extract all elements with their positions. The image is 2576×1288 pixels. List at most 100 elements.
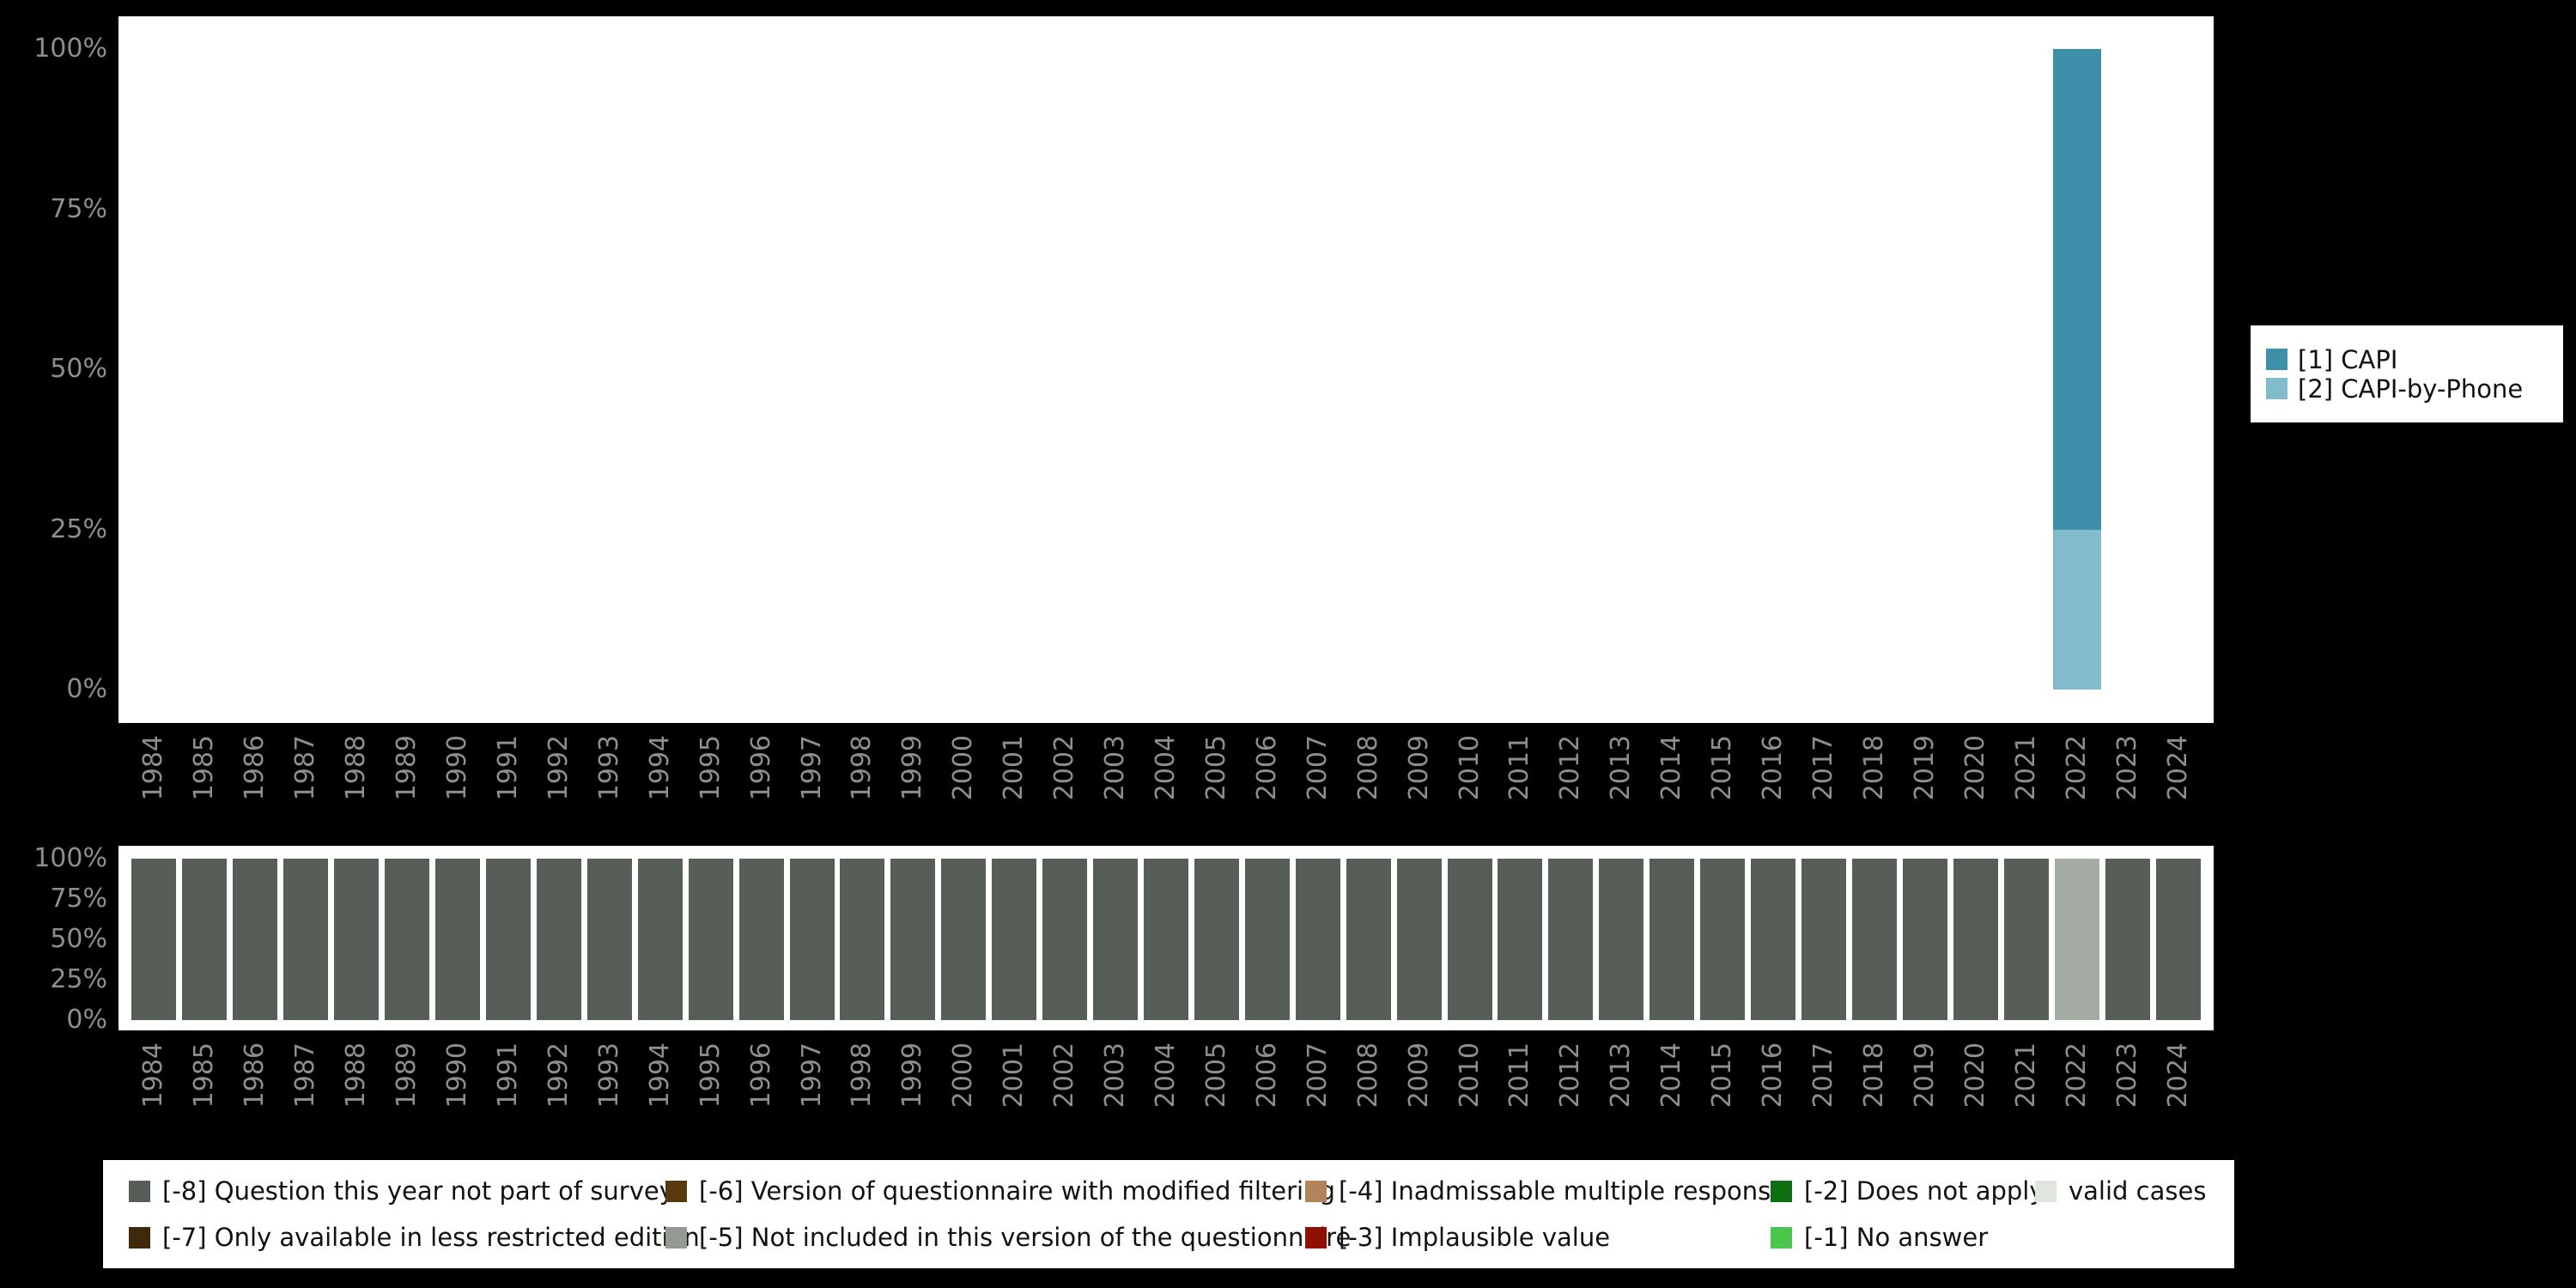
x-tick-2018-bottom: 2018 bbox=[1858, 1042, 1889, 1109]
x-tick-2007-top: 2007 bbox=[1302, 735, 1333, 801]
bar-2009-series0-bottom bbox=[1396, 859, 1442, 1020]
legend-swatch-icon bbox=[1771, 1180, 1792, 1202]
x-tick-1992-top: 1992 bbox=[543, 735, 574, 801]
bottom-legend-item-7: [-1] No answer bbox=[1771, 1223, 1988, 1252]
bar-1985-series0-bottom bbox=[182, 859, 228, 1020]
bar-2020-series0-bottom bbox=[1953, 859, 1998, 1020]
legend-swatch-icon bbox=[1305, 1226, 1327, 1249]
x-tick-2014-bottom: 2014 bbox=[1656, 1042, 1687, 1109]
x-tick-2023-bottom: 2023 bbox=[2111, 1042, 2142, 1109]
x-tick-2002-top: 2002 bbox=[1049, 735, 1080, 801]
x-tick-2007-bottom: 2007 bbox=[1302, 1042, 1333, 1109]
legend-swatch-icon bbox=[1305, 1180, 1327, 1202]
bar-2001-series0-bottom bbox=[992, 859, 1037, 1020]
bar-2005-series0-bottom bbox=[1194, 859, 1239, 1020]
bar-2022-series1-top bbox=[2052, 529, 2101, 690]
x-tick-1998-bottom: 1998 bbox=[847, 1042, 878, 1109]
x-tick-2001-bottom: 2001 bbox=[999, 1042, 1030, 1109]
bar-2007-series0-bottom bbox=[1295, 859, 1340, 1020]
x-tick-2012-bottom: 2012 bbox=[1555, 1042, 1586, 1109]
x-tick-2017-bottom: 2017 bbox=[1808, 1042, 1839, 1109]
x-tick-1988-top: 1988 bbox=[341, 735, 372, 801]
x-tick-1988-bottom: 1988 bbox=[341, 1042, 372, 1109]
bar-1986-series0-bottom bbox=[233, 859, 278, 1020]
x-tick-2023-top: 2023 bbox=[2111, 735, 2142, 801]
x-tick-2004-bottom: 2004 bbox=[1151, 1042, 1181, 1109]
x-tick-2005-top: 2005 bbox=[1200, 735, 1231, 801]
x-tick-2014-top: 2014 bbox=[1656, 735, 1687, 801]
bar-2004-series0-bottom bbox=[1144, 859, 1188, 1020]
x-tick-1991-top: 1991 bbox=[492, 735, 523, 801]
bottom-legend-item-5: [-3] Implausible value bbox=[1305, 1223, 1611, 1252]
bar-1999-series0-bottom bbox=[890, 859, 936, 1020]
legend-label: [-5] Not included in this version of the… bbox=[699, 1223, 1352, 1252]
x-tick-1994-top: 1994 bbox=[644, 735, 675, 801]
x-tick-2010-bottom: 2010 bbox=[1454, 1042, 1485, 1109]
x-tick-2022-bottom: 2022 bbox=[2061, 1042, 2092, 1109]
x-tick-1986-top: 1986 bbox=[240, 735, 270, 801]
y-tick-100-top: 100% bbox=[33, 33, 107, 64]
x-tick-2009-bottom: 2009 bbox=[1403, 1042, 1434, 1109]
legend-label: [-3] Implausible value bbox=[1339, 1223, 1611, 1252]
bar-2022-series0-top bbox=[2052, 49, 2101, 530]
bottom-legend-item-2: [-6] Version of questionnaire with modif… bbox=[665, 1176, 1335, 1206]
y-tick-0-bottom: 0% bbox=[66, 1005, 107, 1035]
bar-2019-series0-bottom bbox=[1902, 859, 1947, 1020]
x-tick-2006-bottom: 2006 bbox=[1251, 1042, 1282, 1109]
top-chart-panel bbox=[118, 16, 2214, 723]
bar-2000-series0-bottom bbox=[941, 859, 987, 1020]
x-tick-1989-bottom: 1989 bbox=[392, 1042, 422, 1109]
bar-1989-series0-bottom bbox=[385, 859, 430, 1020]
x-tick-2003-bottom: 2003 bbox=[1100, 1042, 1131, 1109]
x-tick-2001-top: 2001 bbox=[999, 735, 1030, 801]
bar-2018-series0-bottom bbox=[1851, 859, 1897, 1020]
x-tick-1993-bottom: 1993 bbox=[593, 1042, 624, 1109]
x-tick-1994-bottom: 1994 bbox=[644, 1042, 675, 1109]
x-tick-2022-top: 2022 bbox=[2061, 735, 2092, 801]
bar-2015-series0-bottom bbox=[1700, 859, 1746, 1020]
x-tick-1995-bottom: 1995 bbox=[695, 1042, 726, 1109]
legend-label: [-8] Question this year not part of surv… bbox=[162, 1176, 674, 1206]
bottom-legend-item-3: [-5] Not included in this version of the… bbox=[665, 1223, 1352, 1252]
x-tick-2019-top: 2019 bbox=[1909, 735, 1940, 801]
bar-1992-series0-bottom bbox=[536, 859, 581, 1020]
x-tick-2013-top: 2013 bbox=[1606, 735, 1637, 801]
top-chart-legend: [1] CAPI [2] CAPI-by-Phone bbox=[2251, 325, 2563, 422]
y-tick-25-bottom: 25% bbox=[50, 964, 107, 994]
bar-1987-series0-bottom bbox=[283, 859, 329, 1020]
x-tick-2011-top: 2011 bbox=[1504, 735, 1535, 801]
legend-swatch-icon bbox=[2035, 1180, 2057, 1202]
x-tick-1996-top: 1996 bbox=[745, 735, 776, 801]
bottom-legend-item-8: valid cases bbox=[2035, 1176, 2206, 1206]
bar-2011-series0-bottom bbox=[1498, 859, 1543, 1020]
bar-2017-series0-bottom bbox=[1801, 859, 1847, 1020]
x-tick-2003-top: 2003 bbox=[1100, 735, 1131, 801]
x-tick-2016-bottom: 2016 bbox=[1758, 1042, 1789, 1109]
legend-swatch-icon bbox=[129, 1226, 150, 1249]
y-tick-75-bottom: 75% bbox=[50, 884, 107, 914]
x-tick-2004-top: 2004 bbox=[1151, 735, 1181, 801]
y-tick-100-bottom: 100% bbox=[33, 843, 107, 873]
y-tick-25-top: 25% bbox=[50, 513, 107, 544]
x-tick-1984-bottom: 1984 bbox=[138, 1042, 169, 1109]
x-tick-2008-bottom: 2008 bbox=[1352, 1042, 1383, 1109]
bar-1993-series0-bottom bbox=[586, 859, 632, 1020]
x-tick-2000-top: 2000 bbox=[948, 735, 979, 801]
x-tick-2016-top: 2016 bbox=[1758, 735, 1789, 801]
legend-label: [-6] Version of questionnaire with modif… bbox=[699, 1176, 1335, 1206]
x-tick-1992-bottom: 1992 bbox=[543, 1042, 574, 1109]
x-tick-2002-bottom: 2002 bbox=[1049, 1042, 1080, 1109]
bar-1997-series0-bottom bbox=[789, 859, 835, 1020]
y-tick-75-top: 75% bbox=[50, 193, 107, 224]
bar-2003-series0-bottom bbox=[1093, 859, 1139, 1020]
x-tick-2006-top: 2006 bbox=[1251, 735, 1282, 801]
x-tick-1995-top: 1995 bbox=[695, 735, 726, 801]
x-tick-1997-bottom: 1997 bbox=[796, 1042, 827, 1109]
x-tick-1991-bottom: 1991 bbox=[492, 1042, 523, 1109]
bar-2008-series0-bottom bbox=[1346, 859, 1391, 1020]
x-tick-1993-top: 1993 bbox=[593, 735, 624, 801]
bar-2002-series0-bottom bbox=[1042, 859, 1088, 1020]
missing-values-legend: [-8] Question this year not part of surv… bbox=[103, 1160, 2234, 1268]
x-tick-2020-top: 2020 bbox=[1959, 735, 1990, 801]
